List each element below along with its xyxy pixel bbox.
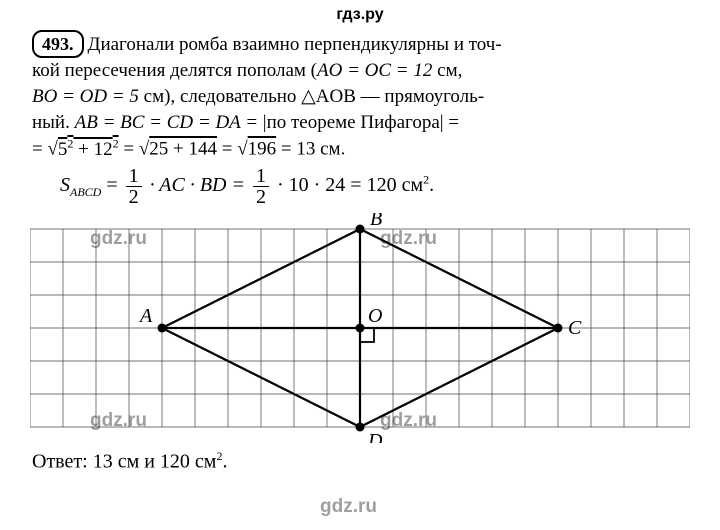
svg-text:D: D xyxy=(367,430,383,443)
area-nums: · 10 · 24 = 120 см xyxy=(272,174,423,196)
sqrt1: 52 + 122 xyxy=(58,139,119,160)
bo-eq: BO = OD = 5 xyxy=(32,86,139,107)
answer-line: Ответ: 13 см и 120 см2. xyxy=(0,443,720,480)
problem-text: 493.Диагонали ромба взаимно перпендикуля… xyxy=(0,24,720,162)
text-l4a: ный. xyxy=(32,112,75,133)
svg-text:B: B xyxy=(370,213,382,230)
ao-unit: см, xyxy=(432,60,462,81)
frac1: 12 xyxy=(126,166,142,207)
area-sub: ABCD xyxy=(70,185,101,199)
sqrt2: 25 + 144 xyxy=(149,139,217,160)
watermark: gdz.ru xyxy=(320,496,377,518)
frac2: 12 xyxy=(253,166,269,207)
answer-dot: . xyxy=(222,451,227,473)
calc-eq: = xyxy=(32,139,47,160)
area-terms: · AC · BD = xyxy=(145,174,250,196)
ao-eq: AO = OC = 12 xyxy=(317,60,432,81)
pyth-text: |по теореме Пифагора| = xyxy=(263,112,459,133)
diagram-svg: A B C D O xyxy=(30,213,690,443)
svg-text:A: A xyxy=(138,305,153,327)
bo-unit: см), следовательно △AOB — прямоуголь- xyxy=(139,86,484,107)
site-header: гдз.ру xyxy=(0,0,720,24)
answer-label: Ответ: xyxy=(32,451,93,473)
svg-text:O: O xyxy=(368,305,382,327)
calc-result: = 13 см. xyxy=(276,139,345,160)
answer-value: 13 см и 120 см xyxy=(93,451,217,473)
problem-number: 493. xyxy=(32,30,84,58)
ab-eq: AB = BC = CD = DA = xyxy=(75,112,263,133)
text-l2a: кой пересечения делятся пополам ( xyxy=(32,60,317,81)
svg-text:C: C xyxy=(568,317,582,339)
area-S: S xyxy=(60,174,70,196)
area-formula: SABCD = 12 · AC · BD = 12 · 10 · 24 = 12… xyxy=(0,162,720,211)
sqrt3: 196 xyxy=(248,139,277,160)
area-dot: . xyxy=(429,174,434,196)
text-l1: Диагонали ромба взаимно перпендикулярны … xyxy=(88,34,502,55)
rhombus-diagram: A B C D O xyxy=(30,213,690,443)
